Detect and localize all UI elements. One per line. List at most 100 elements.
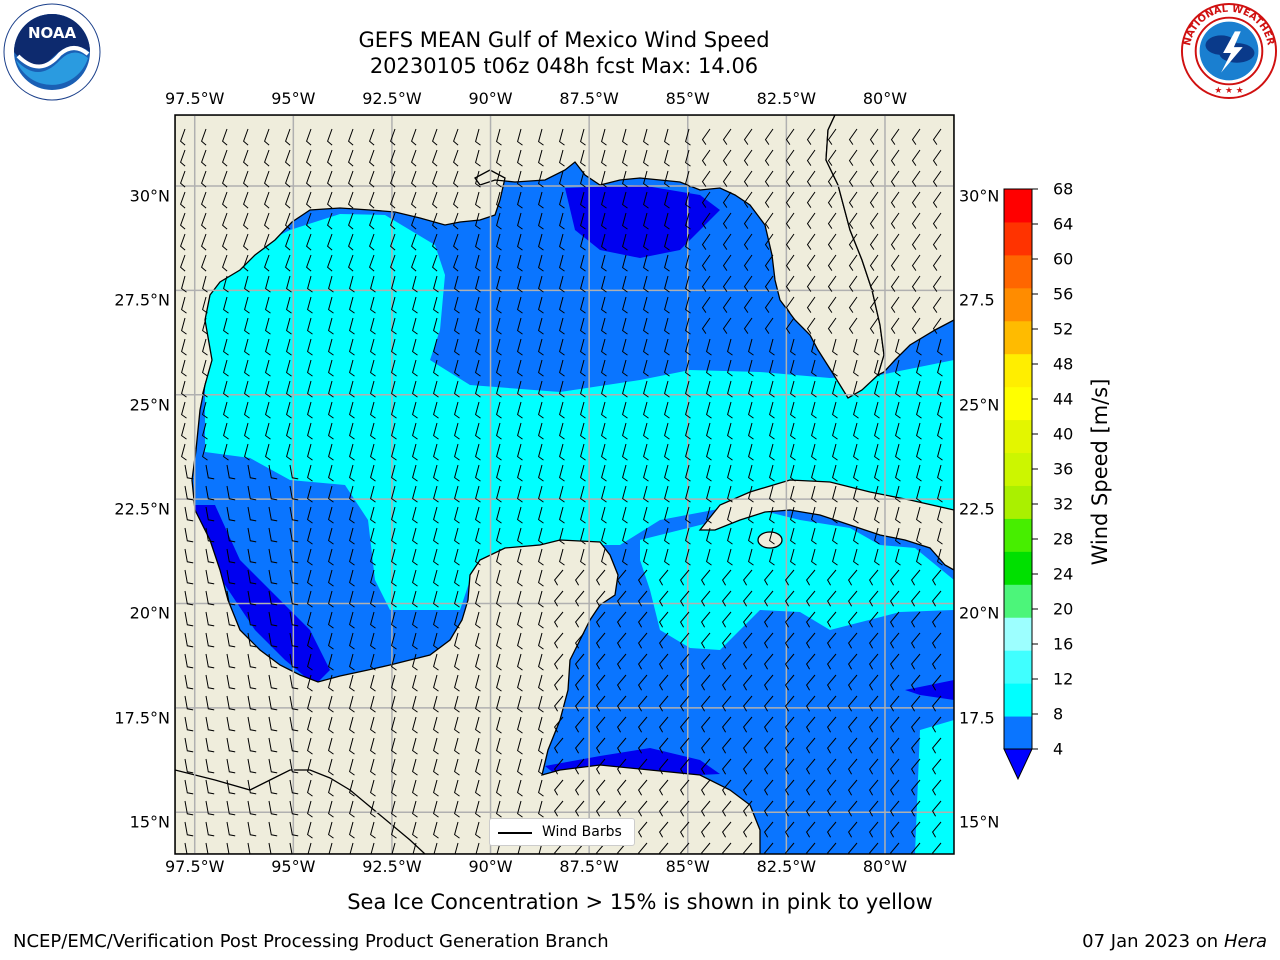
wind-barb xyxy=(910,821,921,838)
colorbar-segment xyxy=(1004,254,1032,289)
wind-barb xyxy=(475,800,481,818)
wind-barb xyxy=(559,443,565,461)
wind-barb xyxy=(890,170,900,187)
wind-barb xyxy=(763,569,774,586)
wind-barb xyxy=(895,506,901,524)
lon-label: 85°W xyxy=(665,89,710,108)
wind-barb xyxy=(517,590,523,608)
wind-barb xyxy=(643,149,649,167)
wind-barb xyxy=(869,149,879,166)
colorbar-tick-label: 60 xyxy=(1053,249,1074,269)
wind-barb xyxy=(637,674,648,691)
wind-barb xyxy=(742,779,753,796)
colorbar-tick-label: 24 xyxy=(1053,564,1074,584)
wind-barb xyxy=(931,611,942,628)
wind-barb xyxy=(226,506,236,522)
wind-barb xyxy=(664,296,670,314)
wind-barb xyxy=(874,443,880,461)
wind-barb xyxy=(370,716,376,734)
wind-barb xyxy=(181,443,187,461)
wind-barb xyxy=(475,422,481,440)
wind-barb xyxy=(454,401,460,419)
wind-barb xyxy=(184,506,194,522)
wind-barb xyxy=(763,653,774,670)
wind-barb xyxy=(454,380,460,398)
wind-barb xyxy=(349,842,354,854)
wind-barb xyxy=(805,716,816,733)
wind-barb xyxy=(369,233,375,251)
wind-barb xyxy=(538,380,544,398)
wind-barb xyxy=(727,548,733,566)
wind-barb xyxy=(201,149,207,167)
wind-barb xyxy=(412,401,418,419)
wind-barb xyxy=(411,191,417,209)
wind-barb xyxy=(643,212,649,230)
wind-barb xyxy=(289,695,299,711)
wind-barb xyxy=(496,380,502,398)
colorbar-tick-label: 8 xyxy=(1053,704,1064,724)
wind-barb xyxy=(538,296,544,314)
wind-barb xyxy=(285,191,291,209)
wind-barb xyxy=(454,674,460,692)
wind-barb xyxy=(580,527,586,545)
wind-barb xyxy=(601,296,607,314)
wind-barb xyxy=(827,275,837,292)
wind-barb xyxy=(790,338,796,356)
wind-barb xyxy=(848,212,858,229)
wind-barb xyxy=(349,275,355,293)
wind-barb xyxy=(595,695,606,712)
wind-barb xyxy=(701,149,711,166)
wind-barb xyxy=(890,212,900,229)
wind-barb xyxy=(721,716,732,733)
legend: Wind Barbs xyxy=(489,818,635,846)
wind-barb xyxy=(307,758,313,776)
wind-barb xyxy=(349,338,355,356)
wind-barb xyxy=(701,191,711,208)
wind-barb xyxy=(869,233,879,250)
wind-barb xyxy=(722,128,732,145)
wind-barb xyxy=(475,191,481,209)
wind-barb xyxy=(601,275,607,293)
wind-barb xyxy=(265,275,271,293)
wind-barb xyxy=(517,716,523,734)
wind-barb xyxy=(538,716,544,734)
wind-barb xyxy=(433,695,439,713)
wind-barb xyxy=(727,359,733,377)
wind-barb xyxy=(553,674,564,691)
map-frame xyxy=(174,114,955,855)
wind-barb xyxy=(910,716,921,733)
wind-barb xyxy=(931,758,942,775)
wind-barb xyxy=(595,653,606,670)
colorbar-tick-label: 4 xyxy=(1053,739,1064,759)
wind-barb xyxy=(679,842,690,854)
wind-barb xyxy=(790,548,796,566)
wind-barb xyxy=(475,653,481,671)
wind-barb xyxy=(595,779,606,796)
wind-barb xyxy=(205,695,215,711)
wind-barb xyxy=(553,611,564,628)
wind-barb xyxy=(265,443,271,461)
wind-barb xyxy=(868,779,879,796)
wind-barb xyxy=(932,191,942,208)
chart-subtitle: 20230105 t06z 048h fcst Max: 14.06 xyxy=(369,54,759,78)
wind-barb xyxy=(622,359,628,377)
wind-barb xyxy=(658,695,669,712)
wind-barb xyxy=(370,527,376,545)
wind-barb xyxy=(853,527,859,545)
wind-barb xyxy=(790,443,796,461)
wind-barb xyxy=(496,149,502,167)
wind-barb xyxy=(538,317,544,335)
wind-barb xyxy=(868,758,879,775)
wind-barb xyxy=(937,422,943,440)
wind-barb xyxy=(391,527,397,545)
wind-barb xyxy=(890,296,900,313)
wind-barb xyxy=(889,590,900,607)
wind-barb xyxy=(910,569,921,586)
wind-barb xyxy=(679,758,690,775)
wind-barb xyxy=(895,485,901,503)
wind-barb xyxy=(268,548,278,564)
wind-barb xyxy=(701,233,711,250)
wind-barb xyxy=(243,170,249,188)
wind-barb xyxy=(869,254,879,271)
credit-date: 07 Jan 2023 on xyxy=(1082,931,1219,952)
